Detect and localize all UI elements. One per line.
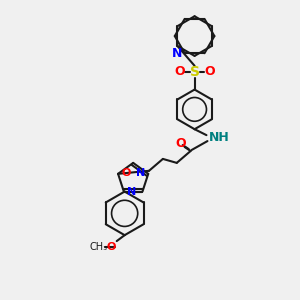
Text: S: S — [190, 65, 200, 79]
Text: CH₃: CH₃ — [90, 242, 108, 252]
Text: O: O — [106, 242, 116, 252]
Text: N: N — [172, 47, 183, 60]
Text: O: O — [174, 65, 185, 78]
Text: O: O — [121, 168, 130, 178]
Text: O: O — [176, 136, 186, 150]
Text: N: N — [127, 187, 136, 196]
Text: O: O — [204, 65, 215, 78]
Text: N: N — [136, 168, 145, 178]
Text: NH: NH — [208, 130, 229, 144]
